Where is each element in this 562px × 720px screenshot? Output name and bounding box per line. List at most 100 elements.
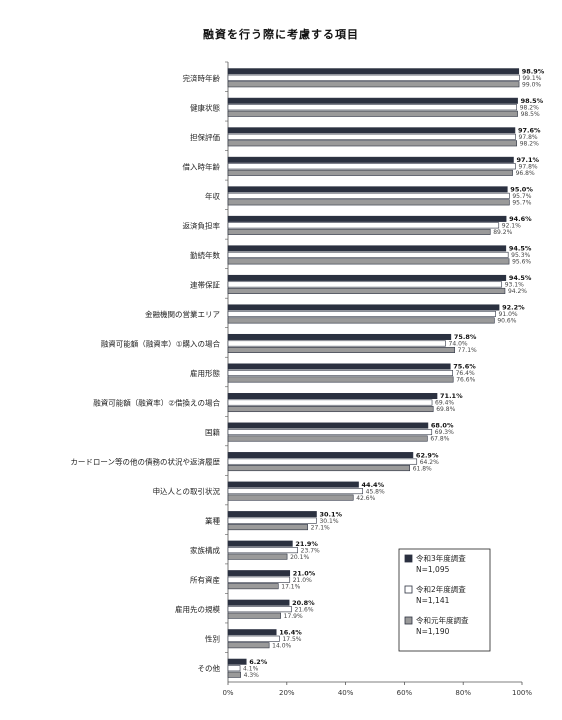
data-label: 16.4% bbox=[279, 628, 302, 636]
bar-r2 bbox=[227, 74, 520, 81]
data-label: 98.5% bbox=[521, 111, 540, 118]
category-label: 借入時年齢 bbox=[183, 161, 221, 171]
category-label: 雇用先の規模 bbox=[175, 604, 220, 614]
data-label: 69.8% bbox=[436, 406, 455, 413]
bar-r3 bbox=[227, 186, 508, 193]
bar-r3 bbox=[227, 245, 507, 252]
data-label: 21.0% bbox=[293, 577, 312, 584]
bar-r2 bbox=[227, 576, 291, 583]
category-label: カードローン等の他の債務の状況や返済履歴 bbox=[70, 457, 220, 467]
legend-swatch bbox=[404, 585, 413, 594]
bar-r1 bbox=[227, 317, 495, 324]
bar-r2 bbox=[227, 606, 292, 613]
data-label: 4.1% bbox=[243, 665, 259, 672]
bar-r2 bbox=[227, 547, 298, 554]
x-tick-label: 20% bbox=[279, 689, 295, 697]
data-label: 94.5% bbox=[509, 245, 532, 253]
bar-r3 bbox=[227, 422, 429, 429]
bar-r2 bbox=[227, 192, 510, 199]
bar-r3 bbox=[227, 127, 516, 134]
category-label: 融資可能額（融資率）①購入の場合 bbox=[101, 338, 221, 348]
data-label: 62.9% bbox=[416, 451, 439, 459]
data-label: 93.1% bbox=[505, 282, 524, 289]
legend-swatch bbox=[404, 616, 413, 625]
bar-r1 bbox=[227, 81, 520, 88]
x-tick-label: 60% bbox=[397, 689, 413, 697]
data-label: 44.4% bbox=[362, 481, 385, 489]
data-label: 97.6% bbox=[518, 127, 541, 135]
bar-r3 bbox=[227, 599, 290, 606]
category-label: 連帯保証 bbox=[190, 279, 220, 289]
bar-r1 bbox=[227, 583, 279, 590]
bar-r1 bbox=[227, 494, 354, 501]
bar-r1 bbox=[227, 524, 308, 531]
bar-r2 bbox=[227, 517, 317, 524]
bar-r2 bbox=[227, 281, 503, 288]
bar-r2 bbox=[227, 399, 433, 406]
bar-r2 bbox=[227, 163, 516, 170]
bar-r1 bbox=[227, 435, 428, 442]
chart-title: 融資を行う際に考慮する項目 bbox=[203, 28, 359, 41]
data-label: 94.6% bbox=[509, 215, 532, 223]
bar-r2 bbox=[227, 104, 518, 111]
bar-r3 bbox=[227, 452, 414, 459]
bar-r3 bbox=[227, 333, 452, 340]
data-label: 67.8% bbox=[430, 436, 449, 443]
legend-n-label: N=1,095 bbox=[416, 565, 450, 574]
legend-label: 令和元年度調査 bbox=[416, 615, 469, 625]
data-label: 99.1% bbox=[522, 75, 541, 82]
data-label: 92.2% bbox=[502, 304, 525, 312]
data-label: 69.3% bbox=[435, 429, 454, 436]
data-label: 30.1% bbox=[319, 510, 342, 518]
data-label: 42.6% bbox=[356, 495, 375, 502]
bar-r1 bbox=[227, 287, 506, 294]
data-label: 21.9% bbox=[295, 540, 318, 548]
bar-r1 bbox=[227, 228, 491, 235]
data-label: 98.9% bbox=[522, 67, 545, 75]
bar-r1 bbox=[227, 140, 518, 147]
bar-r3 bbox=[227, 97, 518, 104]
category-label: 金融機関の営業エリア bbox=[145, 309, 220, 319]
category-label: 所有資産 bbox=[190, 575, 220, 585]
bar-r2 bbox=[227, 222, 500, 229]
category-label: 性別 bbox=[205, 634, 220, 644]
bar-r1 bbox=[227, 258, 510, 265]
data-label: 61.8% bbox=[413, 465, 432, 472]
category-label: 業種 bbox=[205, 516, 220, 526]
data-label: 23.7% bbox=[301, 547, 320, 554]
data-label: 71.1% bbox=[440, 392, 463, 400]
bar-r1 bbox=[227, 406, 434, 413]
category-label: 申込人との取引状況 bbox=[153, 486, 221, 496]
bar-r2 bbox=[227, 635, 280, 642]
bar-r3 bbox=[227, 215, 507, 222]
category-label: 国籍 bbox=[205, 427, 220, 437]
category-label: 家族構成 bbox=[190, 545, 220, 555]
bar-r3 bbox=[227, 511, 317, 518]
data-label: 75.6% bbox=[453, 363, 476, 371]
bar-r1 bbox=[227, 110, 518, 117]
bar-r3 bbox=[227, 481, 359, 488]
data-label: 6.2% bbox=[249, 658, 268, 666]
bar-r1 bbox=[227, 169, 513, 176]
category-label: 年収 bbox=[205, 191, 220, 201]
data-label: 77.1% bbox=[458, 347, 477, 354]
category-label: 勤続年数 bbox=[190, 250, 220, 260]
legend-box bbox=[398, 548, 491, 652]
bar-r1 bbox=[227, 346, 455, 353]
data-label: 98.5% bbox=[521, 97, 544, 105]
category-label: 返済負担率 bbox=[183, 220, 221, 230]
bar-r3 bbox=[227, 274, 507, 281]
data-label: 94.2% bbox=[508, 288, 527, 295]
data-label: 96.8% bbox=[516, 170, 535, 177]
bar-r2 bbox=[227, 340, 446, 347]
data-label: 91.0% bbox=[499, 311, 518, 318]
bar-r3 bbox=[227, 540, 293, 547]
data-label: 21.6% bbox=[295, 606, 314, 613]
data-label: 99.0% bbox=[522, 81, 541, 88]
data-label: 20.8% bbox=[292, 599, 315, 607]
bar-r2 bbox=[227, 488, 363, 495]
bar-r3 bbox=[227, 363, 451, 370]
data-label: 17.5% bbox=[282, 636, 301, 643]
data-label: 14.0% bbox=[272, 642, 291, 649]
bar-r2 bbox=[227, 665, 241, 672]
